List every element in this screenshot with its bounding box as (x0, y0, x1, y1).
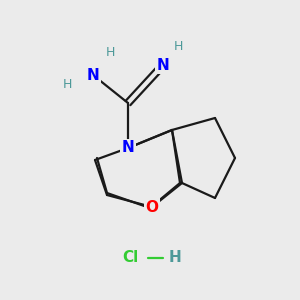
Text: N: N (157, 58, 169, 73)
Text: H: H (62, 79, 72, 92)
Text: H: H (169, 250, 182, 266)
Text: Cl: Cl (122, 250, 138, 266)
Text: N: N (122, 140, 134, 155)
Text: N: N (87, 68, 99, 82)
Text: H: H (105, 46, 115, 59)
Text: O: O (146, 200, 158, 214)
Text: H: H (173, 40, 183, 53)
